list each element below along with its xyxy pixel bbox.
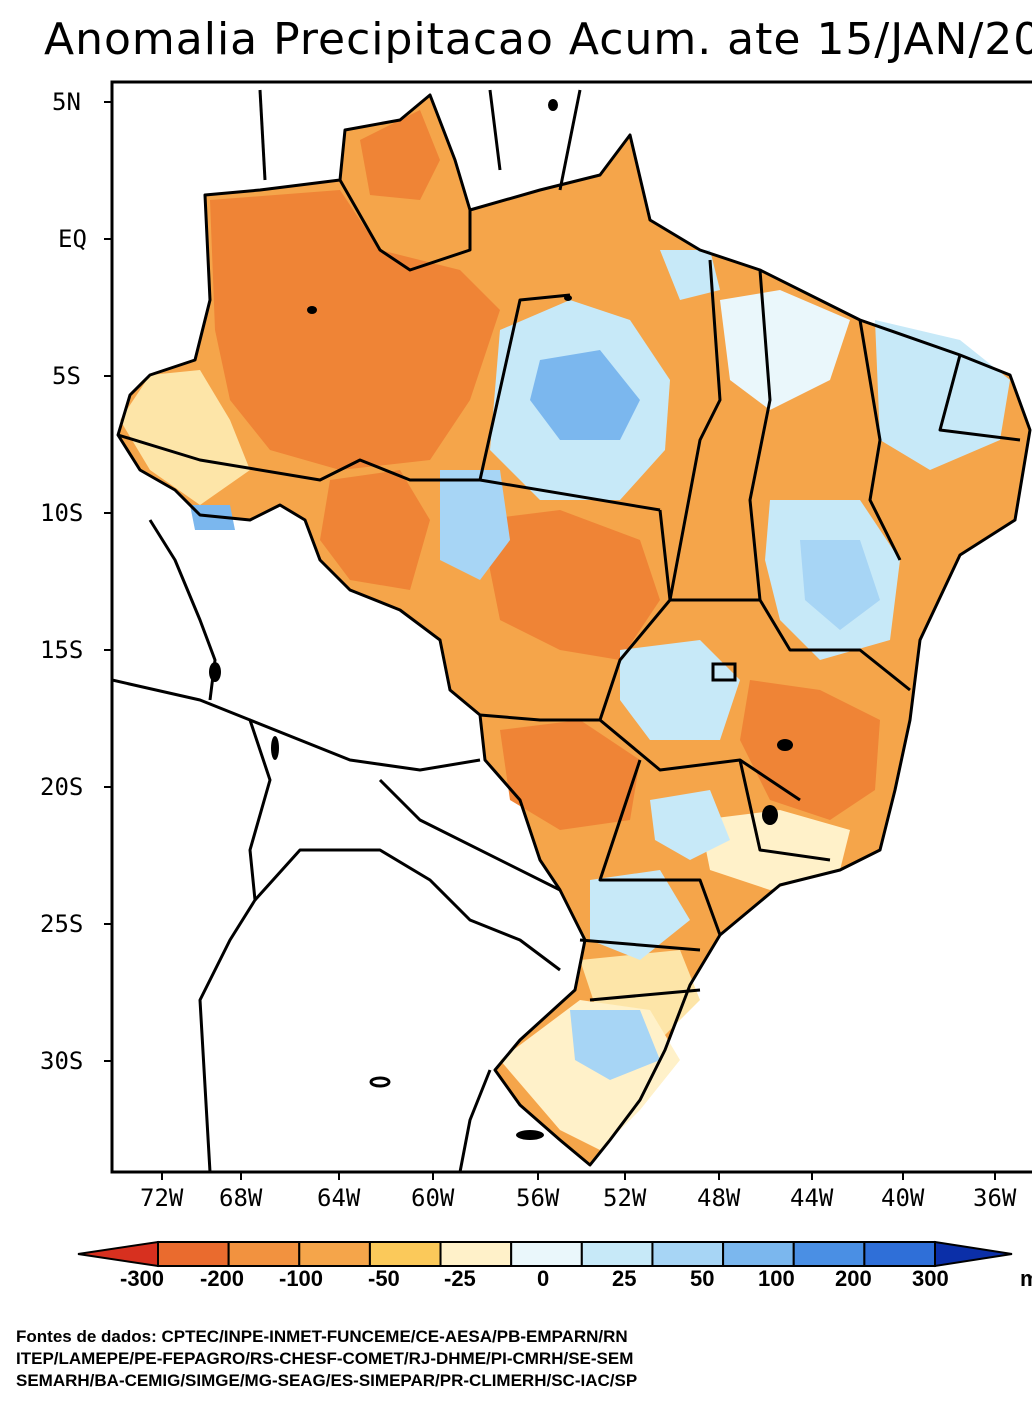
lon-label: 36W xyxy=(973,1184,1017,1212)
lon-label: 44W xyxy=(790,1184,834,1212)
data-sources-line: SEMARH/BA-CEMIG/SIMGE/MG-SEAG/ES-SIMEPAR… xyxy=(16,1371,638,1390)
colorbar-swatch xyxy=(439,1241,513,1267)
colorbar-swatch xyxy=(722,1241,795,1267)
lat-label: 15S xyxy=(40,636,84,664)
deficit-patch xyxy=(210,190,500,470)
surplus-patch xyxy=(620,640,740,740)
colorbar-swatch xyxy=(227,1241,301,1267)
colorbar-swatch xyxy=(157,1241,230,1267)
surplus-patch xyxy=(720,290,850,410)
axis-ticks xyxy=(104,101,996,1180)
data-sources-line: ITEP/LAMEPE/PE-FEPAGRO/RS-CHESF-COMET/RJ… xyxy=(16,1349,634,1368)
colorbar-swatch xyxy=(651,1241,725,1267)
lat-label: 10S xyxy=(40,499,84,527)
lat-label: 25S xyxy=(40,910,84,938)
data-sources: Fontes de dados: CPTEC/INPE-INMET-FUNCEM… xyxy=(16,1326,1032,1392)
deficit-patch xyxy=(320,470,430,590)
surplus-patch xyxy=(530,350,640,440)
lat-label: 5N xyxy=(52,88,81,116)
colorbar-label: 0 xyxy=(537,1266,550,1291)
data-sources-line: Fontes de dados: CPTEC/INPE-INMET-FUNCEM… xyxy=(16,1327,628,1346)
surplus-patch xyxy=(590,870,690,960)
colorbar-swatch xyxy=(510,1241,583,1267)
political-borders xyxy=(112,89,1032,1172)
lon-label: 48W xyxy=(697,1184,741,1212)
colorbar-label: 300 xyxy=(912,1266,949,1291)
colorbar-label: -200 xyxy=(200,1266,245,1291)
colorbar-swatch xyxy=(298,1241,371,1267)
lat-label: 30S xyxy=(40,1047,84,1075)
lon-label: 64W xyxy=(317,1184,361,1212)
surplus-patch xyxy=(800,540,880,630)
lon-label: 60W xyxy=(411,1184,455,1212)
colorbar-label: -300 xyxy=(120,1266,165,1291)
lon-label: 52W xyxy=(603,1184,647,1212)
lakes xyxy=(209,99,793,1140)
lon-label: 68W xyxy=(219,1184,263,1212)
map-area xyxy=(112,89,1032,1172)
colorbar-label: 25 xyxy=(612,1266,637,1291)
map-frame xyxy=(110,80,1032,1174)
colorbar-label: 100 xyxy=(758,1266,795,1291)
map-title: Anomalia Precipitacao Acum. ate 15/JAN/2… xyxy=(44,14,1032,65)
colorbar xyxy=(77,1240,1013,1268)
colorbar-swatch xyxy=(863,1241,937,1267)
lat-label: 20S xyxy=(40,773,84,801)
surplus-patch xyxy=(440,470,510,580)
colorbar-arrow-left xyxy=(77,1240,159,1268)
lon-label: 56W xyxy=(516,1184,560,1212)
deficit-patch xyxy=(360,110,440,200)
lon-label: 72W xyxy=(140,1184,184,1212)
colorbar-unit: m xyxy=(1020,1266,1032,1291)
lon-label: 40W xyxy=(881,1184,925,1212)
colorbar-label: -50 xyxy=(368,1266,400,1291)
colorbar-label: -100 xyxy=(279,1266,324,1291)
near-normal-patch xyxy=(120,370,250,505)
surplus-patch xyxy=(650,790,730,860)
colorbar-swatch xyxy=(580,1241,654,1267)
surplus-patch xyxy=(570,1010,660,1080)
surplus-patch xyxy=(875,320,1010,470)
colorbar-label: -25 xyxy=(444,1266,476,1291)
deficit-patch xyxy=(480,510,660,660)
deficit-patch xyxy=(500,720,640,830)
colorbar-label: 200 xyxy=(835,1266,872,1291)
colorbar-swatch xyxy=(368,1241,442,1267)
colorbar-arrow-right xyxy=(934,1240,1013,1268)
lat-label: 5S xyxy=(52,362,81,390)
near-normal-patch xyxy=(700,810,850,890)
lat-label: EQ xyxy=(58,225,87,253)
colorbar-swatch xyxy=(792,1241,866,1267)
colorbar-label: 50 xyxy=(690,1266,715,1291)
surplus-patch xyxy=(660,250,720,300)
